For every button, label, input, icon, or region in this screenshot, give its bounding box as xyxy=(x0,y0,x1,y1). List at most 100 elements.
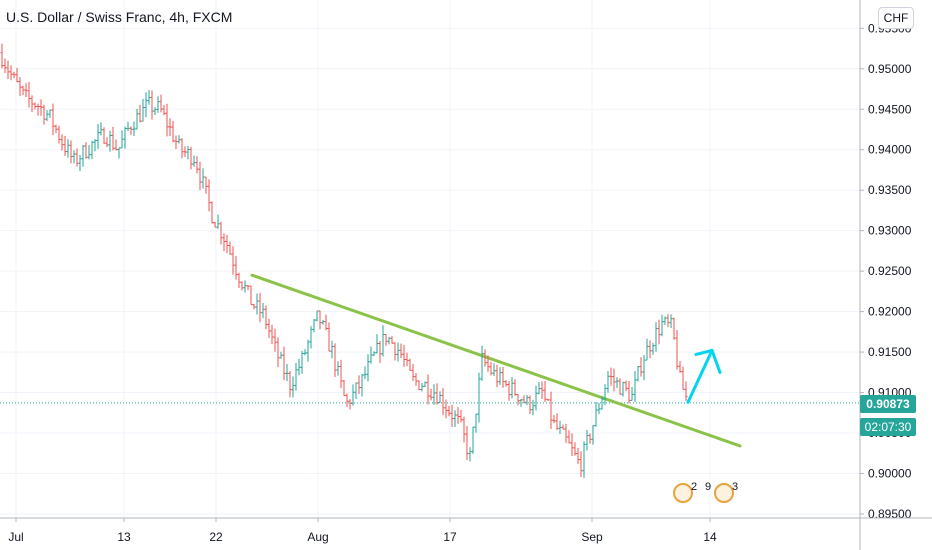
arrow-head-left[interactable] xyxy=(694,348,714,356)
ohlc-bar-down xyxy=(528,395,532,414)
ohlc-bar-up xyxy=(387,336,391,345)
ohlc-bar-down xyxy=(60,134,64,151)
ohlc-bar-up xyxy=(243,280,247,293)
ohlc-bar-up xyxy=(363,366,367,380)
overlay-layer[interactable] xyxy=(686,348,722,404)
ohlc-bar-down xyxy=(447,406,451,417)
ohlc-bar-down xyxy=(327,322,331,352)
ohlc-bar-down xyxy=(675,329,679,370)
ohlc-bar-down xyxy=(270,324,274,345)
ohlc-bar-down xyxy=(384,334,388,346)
ohlc-bar-up xyxy=(492,363,496,377)
chart-title: U.S. Dollar / Swiss Franc, 4h, FXCM xyxy=(6,9,233,25)
y-tick-label: 0.95000 xyxy=(868,62,912,76)
ohlc-bar-down xyxy=(681,366,685,390)
ohlc-bar-up xyxy=(366,354,370,382)
ohlc-bar-down xyxy=(240,281,244,291)
ohlc-bar-up xyxy=(147,90,151,105)
ohlc-bar-down xyxy=(444,399,448,419)
ohlc-bar-up xyxy=(606,371,610,393)
arrow-head-right[interactable] xyxy=(710,348,722,374)
us-flag-event-icon[interactable] xyxy=(714,483,734,503)
arrow-shaft[interactable] xyxy=(686,348,714,404)
ohlc-bar-down xyxy=(405,352,409,367)
ohlc-bar-down xyxy=(12,71,16,79)
ohlc-bar-down xyxy=(450,404,454,427)
ohlc-bar-up xyxy=(66,139,70,158)
ohlc-bar-down xyxy=(3,58,7,74)
ohlc-bar-down xyxy=(459,409,463,423)
ohlc-bar-up xyxy=(531,399,535,416)
ohlc-bar-up xyxy=(534,385,538,411)
ohlc-bar-up xyxy=(477,372,481,423)
ohlc-bar-down xyxy=(198,161,202,191)
ohlc-bar-up xyxy=(615,377,619,388)
ohlc-bar-down xyxy=(207,179,211,212)
ohlc-bar-down xyxy=(678,361,682,373)
ohlc-bar-down xyxy=(402,344,406,367)
ohlc-bar-down xyxy=(357,375,361,394)
ohlc-bar-down xyxy=(168,118,172,137)
ohlc-bar-up xyxy=(336,361,340,376)
ohlc-bar-down xyxy=(513,379,517,396)
ohlc-bar-down xyxy=(189,146,193,170)
ohlc-bar-down xyxy=(171,120,175,143)
ohlc-bar-up xyxy=(294,362,298,391)
ohlc-bar-down xyxy=(51,103,55,136)
y-tick-label: 0.89500 xyxy=(868,507,912,521)
ohlc-bar-down xyxy=(42,104,46,125)
y-tick-label: 0.93500 xyxy=(868,183,912,197)
ohlc-bar-down xyxy=(219,221,223,245)
ohlc-bar-up xyxy=(87,145,91,160)
current-price-label: 0.90873 xyxy=(860,395,916,413)
event-count-c: 3 xyxy=(732,481,739,493)
ohlc-bar-down xyxy=(561,424,565,430)
x-tick-label: Sep xyxy=(581,530,603,544)
ohlc-bar-down xyxy=(567,430,571,444)
ohlc-bar-down xyxy=(69,140,73,164)
ohlc-bar-down xyxy=(408,358,412,371)
ohlc-bar-up xyxy=(660,314,664,337)
event-count-b: 9 xyxy=(705,481,712,493)
ohlc-bar-down xyxy=(672,317,676,340)
ohlc-bar-down xyxy=(579,451,583,478)
ohlc-bar-up xyxy=(453,410,457,427)
projection-arrow[interactable] xyxy=(686,348,722,404)
y-tick-label: 0.92500 xyxy=(868,264,912,278)
y-tick-label: 0.90000 xyxy=(868,466,912,480)
ohlc-bar-down xyxy=(174,135,178,150)
ohlc-bar-up xyxy=(372,351,376,357)
ohlc-bar-down xyxy=(657,319,661,345)
ohlc-bar-down xyxy=(228,241,232,255)
ohlc-bar-down xyxy=(222,233,226,252)
ohlc-bar-up xyxy=(186,145,190,160)
ohlc-bar-up xyxy=(90,140,94,160)
trendline-layer[interactable] xyxy=(250,273,742,448)
ohlc-bar-down xyxy=(399,343,403,359)
ohlc-bar-down xyxy=(165,103,169,137)
ohlc-bar-down xyxy=(15,67,19,83)
ohlc-bar-up xyxy=(642,355,646,381)
descending-trendline[interactable] xyxy=(250,273,742,448)
ohlc-bar-down xyxy=(111,126,115,151)
ohlc-bar-down xyxy=(162,105,166,116)
us-flag-event-icon[interactable] xyxy=(673,483,693,503)
ohlc-bar-up xyxy=(600,396,604,410)
ohlc-bar-up xyxy=(369,346,373,364)
ohlc-bar-down xyxy=(624,380,628,392)
ohlc-bar-up xyxy=(93,139,97,152)
currency-badge[interactable]: CHF xyxy=(878,7,914,29)
ohlc-bar-up xyxy=(423,381,427,387)
ohlc-bar-down xyxy=(267,318,271,338)
x-tick-label: Jul xyxy=(8,530,23,544)
ohlc-bar-up xyxy=(498,367,502,385)
ohlc-bar-down xyxy=(618,378,622,395)
ohlc-bar-down xyxy=(258,292,262,323)
ohlc-bar-down xyxy=(564,424,568,443)
ohlc-bar-up xyxy=(144,92,148,118)
ohlc-bar-down xyxy=(36,103,40,116)
ohlc-bar-down xyxy=(252,303,256,310)
